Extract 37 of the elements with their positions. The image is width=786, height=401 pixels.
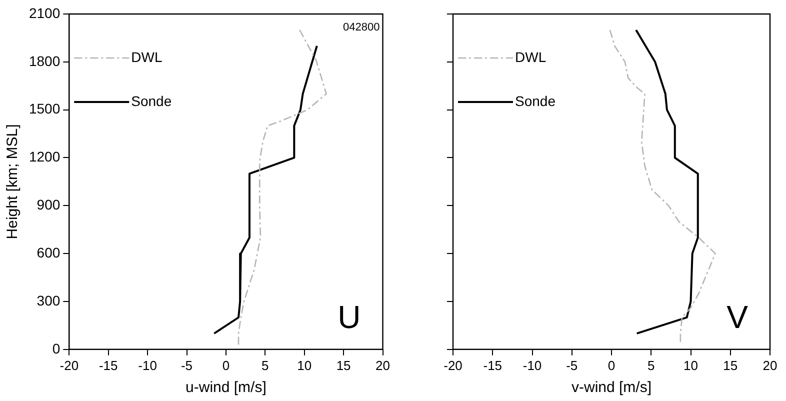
x-tick-label: -20	[444, 358, 462, 373]
x-tick-label: 0	[222, 358, 230, 373]
x-tick-label: 10	[684, 358, 698, 373]
x-tick-label: -5	[180, 358, 193, 373]
x-tick-label: 15	[336, 358, 351, 373]
x-tick-label: 5	[262, 358, 269, 373]
x-tick-label: -15	[98, 358, 118, 373]
x-axis-title: v-wind [m/s]	[571, 379, 652, 396]
legend-label: Sonde	[515, 92, 556, 109]
y-tick-label: 2100	[28, 4, 60, 21]
y-tick-label: 900	[36, 196, 60, 213]
y-tick-label: 300	[36, 292, 60, 308]
x-tick-label: 10	[297, 358, 312, 373]
x-tick-label: -15	[483, 358, 502, 373]
x-tick-label: -10	[522, 358, 542, 373]
legend-label: DWL	[515, 48, 546, 65]
x-axis-title: u-wind [m/s]	[186, 379, 266, 396]
legend-label: DWL	[131, 48, 162, 65]
x-tick-label: -10	[138, 358, 157, 373]
line-series	[238, 29, 327, 346]
x-tick-label: 20	[762, 358, 778, 373]
y-tick-label: 1500	[28, 100, 60, 117]
x-tick-label: 20	[376, 358, 390, 373]
x-tick-label: -20	[60, 358, 79, 373]
x-tick-label: 5	[648, 358, 655, 373]
legend-label: Sonde	[131, 92, 172, 109]
x-tick-label: 15	[723, 358, 738, 373]
y-axis-title: Height [km; MSL]	[4, 124, 22, 240]
y-tick-label: 1800	[28, 52, 60, 69]
x-tick-label: 0	[608, 358, 616, 373]
annotation: U	[338, 299, 361, 336]
x-tick-label: -5	[566, 358, 578, 373]
annotation: 042800	[343, 22, 380, 34]
y-tick-label: 1200	[28, 148, 60, 165]
y-tick-label: 600	[36, 244, 60, 260]
annotation: V	[726, 299, 749, 336]
y-tick-label: 0	[52, 340, 60, 356]
